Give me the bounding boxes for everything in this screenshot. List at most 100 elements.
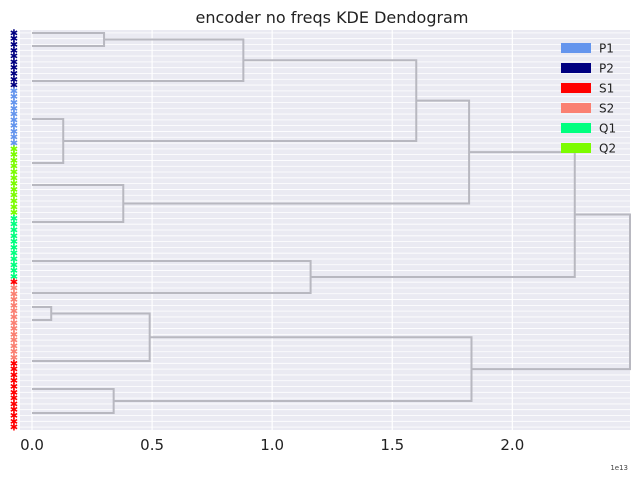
leaf-marker-q1: ✱ xyxy=(10,220,18,231)
leaf-marker-q2: ✱ xyxy=(10,144,18,155)
leaf-marker-q2: ✱ xyxy=(10,179,18,190)
leaf-marker-s2: ✱ xyxy=(10,312,18,323)
dendrogram-link-c11 xyxy=(32,388,115,414)
leaf-marker-p2: ✱ xyxy=(10,69,18,80)
leaf-marker-s1: ✱ xyxy=(10,388,18,399)
x-tick-label: 0.0 xyxy=(20,436,44,454)
leaf-marker-s1: ✱ xyxy=(10,399,18,410)
leaf-marker-p1: ✱ xyxy=(10,104,18,115)
leaf-marker-p2: ✱ xyxy=(10,40,18,51)
leaf-marker-q1: ✱ xyxy=(10,272,18,283)
dendrogram-link-c6 xyxy=(123,99,471,205)
leaf-marker-s1: ✱ xyxy=(10,365,18,376)
leaf-marker-p2: ✱ xyxy=(10,28,18,39)
leaf-marker-s1: ✱ xyxy=(10,394,18,405)
leaf-marker-s1: ✱ xyxy=(10,382,18,393)
legend-swatch-s1 xyxy=(561,83,591,93)
legend: P1 P2 S1 S2 Q1 Q2 xyxy=(561,42,616,156)
leaf-marker-q1: ✱ xyxy=(10,226,18,237)
leaf-marker-p2: ✱ xyxy=(10,81,18,92)
leaf-marker-q1: ✱ xyxy=(10,214,18,225)
leaf-marker-s2: ✱ xyxy=(10,341,18,352)
leaf-marker-q1: ✱ xyxy=(10,266,18,277)
x-axis-offset-label: 1e13 xyxy=(610,464,628,472)
leaf-marker-q2: ✱ xyxy=(10,162,18,173)
leaf-marker-p2: ✱ xyxy=(10,34,18,45)
dendrogram-link-c3 xyxy=(32,118,65,164)
x-tick-label: 1.5 xyxy=(380,436,404,454)
leaf-marker-q1: ✱ xyxy=(10,254,18,265)
chart-title: encoder no freqs KDE Dendogram xyxy=(196,8,469,27)
dendrogram-link-c2 xyxy=(32,38,245,82)
x-axis-tick-labels: 0.0 0.5 1.0 1.5 2.0 xyxy=(20,436,524,454)
x-tick-label: 1.0 xyxy=(260,436,284,454)
leaf-marker-s2: ✱ xyxy=(10,295,18,306)
leaf-marker-s1: ✱ xyxy=(10,376,18,387)
leaf-marker-q1: ✱ xyxy=(10,231,18,242)
leaf-marker-p1: ✱ xyxy=(10,98,18,109)
leaf-marker-q2: ✱ xyxy=(10,197,18,208)
leaf-marker-p1: ✱ xyxy=(10,127,18,138)
leaf-marker-p1: ✱ xyxy=(10,121,18,132)
legend-swatch-p2 xyxy=(561,63,591,73)
legend-label-p1: P1 xyxy=(599,42,614,56)
dendrogram-link-c13 xyxy=(471,213,631,371)
leaf-marker-q2: ✱ xyxy=(10,173,18,184)
leaf-marker-s1: ✱ xyxy=(10,417,18,428)
dendrogram-link-c1 xyxy=(32,32,106,47)
leaf-marker-p1: ✱ xyxy=(10,92,18,103)
leaf-marker-s2: ✱ xyxy=(10,289,18,300)
legend-swatch-s2 xyxy=(561,103,591,113)
leaf-marker-q1: ✱ xyxy=(10,260,18,271)
leaf-marker-q2: ✱ xyxy=(10,191,18,202)
leaf-marker-q2: ✱ xyxy=(10,168,18,179)
leaf-marker-p2: ✱ xyxy=(10,75,18,86)
leaf-marker-p1: ✱ xyxy=(10,110,18,121)
leaf-marker-p2: ✱ xyxy=(10,46,18,57)
leaf-marker-s2: ✱ xyxy=(10,336,18,347)
x-tick-label: 0.5 xyxy=(140,436,164,454)
leaf-marker-s2: ✱ xyxy=(10,330,18,341)
leaf-marker-s2: ✱ xyxy=(10,353,18,364)
leaf-marker-q2: ✱ xyxy=(10,156,18,167)
legend-swatch-q2 xyxy=(561,143,591,153)
dendrogram-links xyxy=(32,32,631,414)
legend-label-s1: S1 xyxy=(599,82,614,96)
leaf-marker-p2: ✱ xyxy=(10,63,18,74)
leaf-marker-s2: ✱ xyxy=(10,347,18,358)
leaf-marker-s1: ✱ xyxy=(10,405,18,416)
leaf-marker-q2: ✱ xyxy=(10,150,18,161)
legend-label-s2: S2 xyxy=(599,102,614,116)
leaf-marker-q1: ✱ xyxy=(10,237,18,248)
leaf-marker-q2: ✱ xyxy=(10,208,18,219)
leaf-marker-q2: ✱ xyxy=(10,185,18,196)
leaf-marker-s2: ✱ xyxy=(10,307,18,318)
legend-label-q2: Q2 xyxy=(599,142,616,156)
leaf-marker-q1: ✱ xyxy=(10,243,18,254)
leaf-marker-p1: ✱ xyxy=(10,115,18,126)
leaf-marker-s2: ✱ xyxy=(10,283,18,294)
leaf-marker-p1: ✱ xyxy=(10,133,18,144)
leaf-marker-s1: ✱ xyxy=(10,423,18,434)
legend-label-p2: P2 xyxy=(599,62,614,76)
horizontal-grid xyxy=(20,32,630,428)
leaf-marker-q2: ✱ xyxy=(10,202,18,213)
leaf-marker-p1: ✱ xyxy=(10,86,18,97)
legend-swatch-p1 xyxy=(561,43,591,53)
leaf-marker-s2: ✱ xyxy=(10,318,18,329)
leaf-marker-s2: ✱ xyxy=(10,324,18,335)
leaf-marker-s2: ✱ xyxy=(10,301,18,312)
leaf-marker-q1: ✱ xyxy=(10,249,18,260)
leaf-marker-p2: ✱ xyxy=(10,57,18,68)
leaf-marker-s1: ✱ xyxy=(10,278,18,289)
x-tick-label: 2.0 xyxy=(500,436,524,454)
leaf-marker-s1: ✱ xyxy=(10,359,18,370)
leaf-marker-s1: ✱ xyxy=(10,411,18,422)
legend-label-q1: Q1 xyxy=(599,122,616,136)
leaf-color-markers: ✱✱✱✱✱✱✱✱✱✱✱✱✱✱✱✱✱✱✱✱✱✱✱✱✱✱✱✱✱✱✱✱✱✱✱✱✱✱✱✱… xyxy=(10,28,18,433)
leaf-marker-p1: ✱ xyxy=(10,139,18,150)
dendrogram-link-c10 xyxy=(32,312,151,362)
leaf-marker-s1: ✱ xyxy=(10,370,18,381)
leaf-marker-p2: ✱ xyxy=(10,52,18,63)
